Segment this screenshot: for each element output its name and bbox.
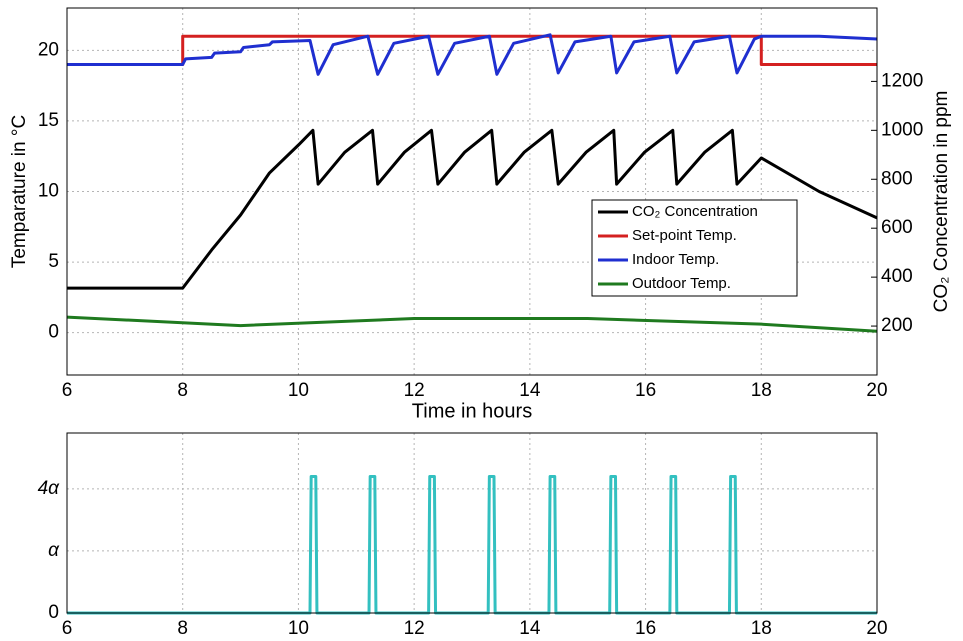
x-tick-label: 10 — [288, 618, 309, 639]
legend-label: Set-point Temp. — [632, 227, 737, 244]
series-line — [66, 315, 878, 333]
x-tick-label: 20 — [866, 380, 887, 401]
series-line — [67, 128, 878, 290]
x-axis-label: Time in hours — [412, 400, 532, 422]
x-tick-label: 6 — [62, 618, 73, 639]
y2-tick-label: 600 — [881, 217, 913, 238]
x-tick-label: 20 — [866, 618, 887, 639]
x-tick-label: 16 — [635, 618, 656, 639]
y-tick-label: 5 — [48, 251, 59, 272]
x-tick-label: 8 — [177, 618, 188, 639]
x-tick-label: 8 — [177, 380, 188, 401]
y-tick-label: 4α — [38, 478, 61, 499]
y-tick-label: 0 — [48, 602, 59, 623]
y-axis-label: Temparature in °C — [9, 115, 30, 268]
legend-label: CO₂ Concentration — [632, 203, 758, 220]
x-tick-label: 12 — [404, 380, 425, 401]
y2-axis-label: CO₂ Concentration in ppm — [931, 91, 952, 313]
x-tick-label: 12 — [404, 618, 425, 639]
y-tick-label: 15 — [38, 110, 59, 131]
series-line — [67, 33, 878, 76]
x-tick-label: 6 — [62, 380, 73, 401]
y2-tick-label: 400 — [881, 266, 913, 287]
plot-frame — [66, 7, 878, 376]
x-tick-label: 14 — [519, 618, 541, 639]
plot-frame — [66, 432, 878, 614]
x-tick-label: 18 — [751, 618, 772, 639]
x-tick-label: 14 — [519, 380, 541, 401]
y-tick-label: 0 — [48, 322, 59, 343]
legend-label: Indoor Temp. — [632, 251, 719, 268]
legend-label: Outdoor Temp. — [632, 275, 731, 292]
y2-tick-label: 1000 — [881, 119, 923, 140]
y-tick-label: α — [48, 540, 60, 561]
legend-box — [591, 199, 798, 297]
series-line — [67, 474, 877, 615]
y-tick-label: 20 — [38, 39, 59, 60]
y-tick-label: 10 — [38, 181, 59, 202]
x-tick-label: 10 — [288, 380, 309, 401]
y2-tick-label: 1200 — [881, 70, 923, 91]
x-tick-label: 18 — [751, 380, 772, 401]
x-tick-label: 16 — [635, 380, 656, 401]
y2-tick-label: 800 — [881, 168, 913, 189]
y2-tick-label: 200 — [881, 315, 913, 336]
